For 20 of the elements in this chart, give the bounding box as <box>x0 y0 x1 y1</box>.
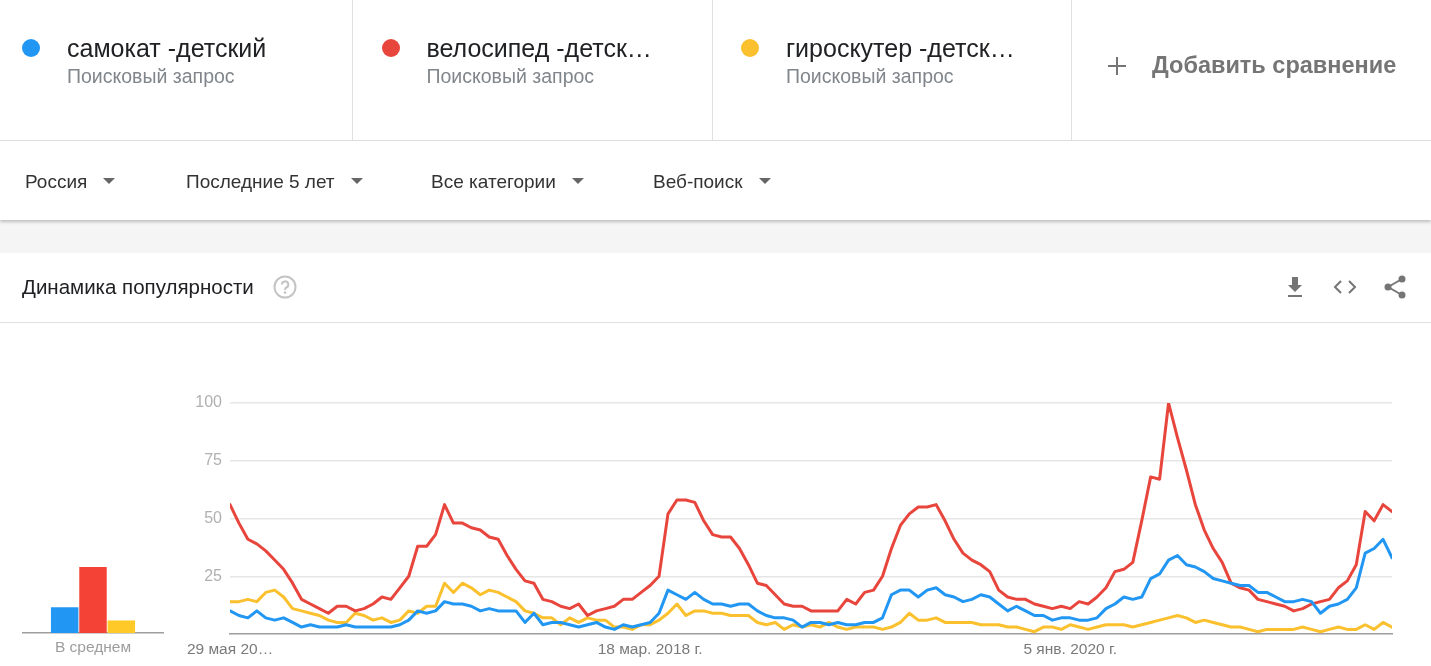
x-tick-label: 5 янв. 2020 г. <box>1023 639 1118 657</box>
y-tick-label: 100 <box>195 393 223 411</box>
legend-label: самокат -детский <box>67 33 267 62</box>
text: Добавить сравнение <box>1152 52 1397 79</box>
text: Поисковый запрос <box>426 65 595 87</box>
y-tick-label: 50 <box>204 508 223 526</box>
x-tick-label: 18 мар. 2018 г. <box>597 639 703 657</box>
legend-label: гироскутер -детск… <box>786 33 1015 62</box>
y-tick-label: 75 <box>204 451 223 469</box>
text: Поисковый запрос <box>67 65 235 87</box>
text: Россия <box>25 170 88 192</box>
legend-label: велосипед -детск… <box>426 33 652 62</box>
chart-title: Динамика популярности <box>22 274 254 298</box>
text: Последние 5 лет <box>186 170 335 192</box>
text: Поисковый запрос <box>786 65 954 87</box>
text: Все категории <box>431 170 556 192</box>
y-tick-label: 25 <box>204 566 223 584</box>
x-tick-label: В среднем <box>54 637 132 655</box>
text: Веб-поиск <box>653 170 743 192</box>
x-tick-label: 29 мая 20… <box>186 639 274 657</box>
